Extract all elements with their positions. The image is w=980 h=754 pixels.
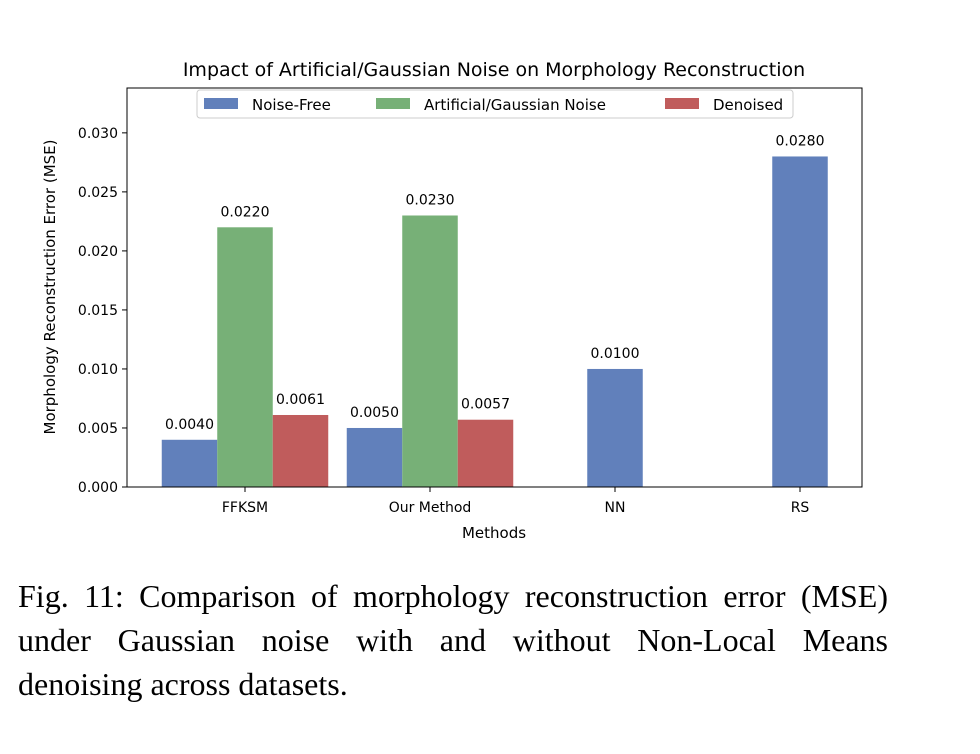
y-tick-label: 0.010 (78, 362, 118, 378)
y-axis-label: Morphology Reconstruction Error (MSE) (41, 139, 59, 434)
data-label: 0.0057 (461, 397, 510, 413)
y-tick-label: 0.025 (78, 185, 118, 201)
x-tick-label: RS (791, 500, 810, 516)
data-label: 0.0230 (406, 192, 455, 208)
data-label: 0.0061 (276, 392, 325, 408)
bar-our-method-2 (457, 419, 514, 487)
data-label: 0.0220 (221, 204, 270, 220)
x-tick-label: NN (605, 500, 626, 516)
x-tick-label: Our Method (389, 500, 472, 516)
y-tick-label: 0.020 (78, 244, 118, 260)
y-tick-label: 0.015 (78, 303, 118, 319)
bar-nn-0 (587, 368, 643, 487)
legend: Noise-Free Artificial/Gaussian Noise Denoi… (196, 89, 794, 119)
x-axis-label: Methods (462, 524, 526, 542)
legend-label: Artificial/Gaussian Noise (424, 96, 606, 114)
bar-our-method-0 (346, 427, 403, 487)
bar-chart: Impact of Artificial/Gaussian Noise on M… (41, 59, 863, 542)
x-tick-label: FFKSM (222, 500, 268, 516)
legend-label: Noise-Free (252, 96, 331, 114)
y-tick-label: 0.030 (78, 126, 118, 142)
y-tick-label: 0.000 (78, 480, 118, 496)
data-label: 0.0050 (350, 405, 399, 421)
bar-our-method-1 (402, 215, 458, 487)
data-label: 0.0040 (165, 417, 214, 433)
data-label: 0.0280 (776, 133, 825, 149)
y-tick-label: 0.005 (78, 421, 118, 437)
data-label: 0.0100 (591, 346, 640, 362)
bar-ffksm-0 (161, 439, 218, 487)
plot-frame (126, 87, 863, 488)
legend-frame (196, 89, 794, 119)
legend-swatch (665, 98, 699, 109)
bar-ffksm-1 (217, 227, 273, 488)
legend-swatch (204, 98, 238, 109)
figure-caption: Fig. 11: Comparison of morphology recons… (18, 578, 888, 702)
chart-title: Impact of Artificial/Gaussian Noise on M… (183, 59, 805, 81)
legend-label: Denoised (713, 96, 783, 114)
bar-ffksm-2 (272, 414, 329, 487)
legend-swatch (376, 98, 410, 109)
bar-rs-0 (772, 156, 828, 487)
